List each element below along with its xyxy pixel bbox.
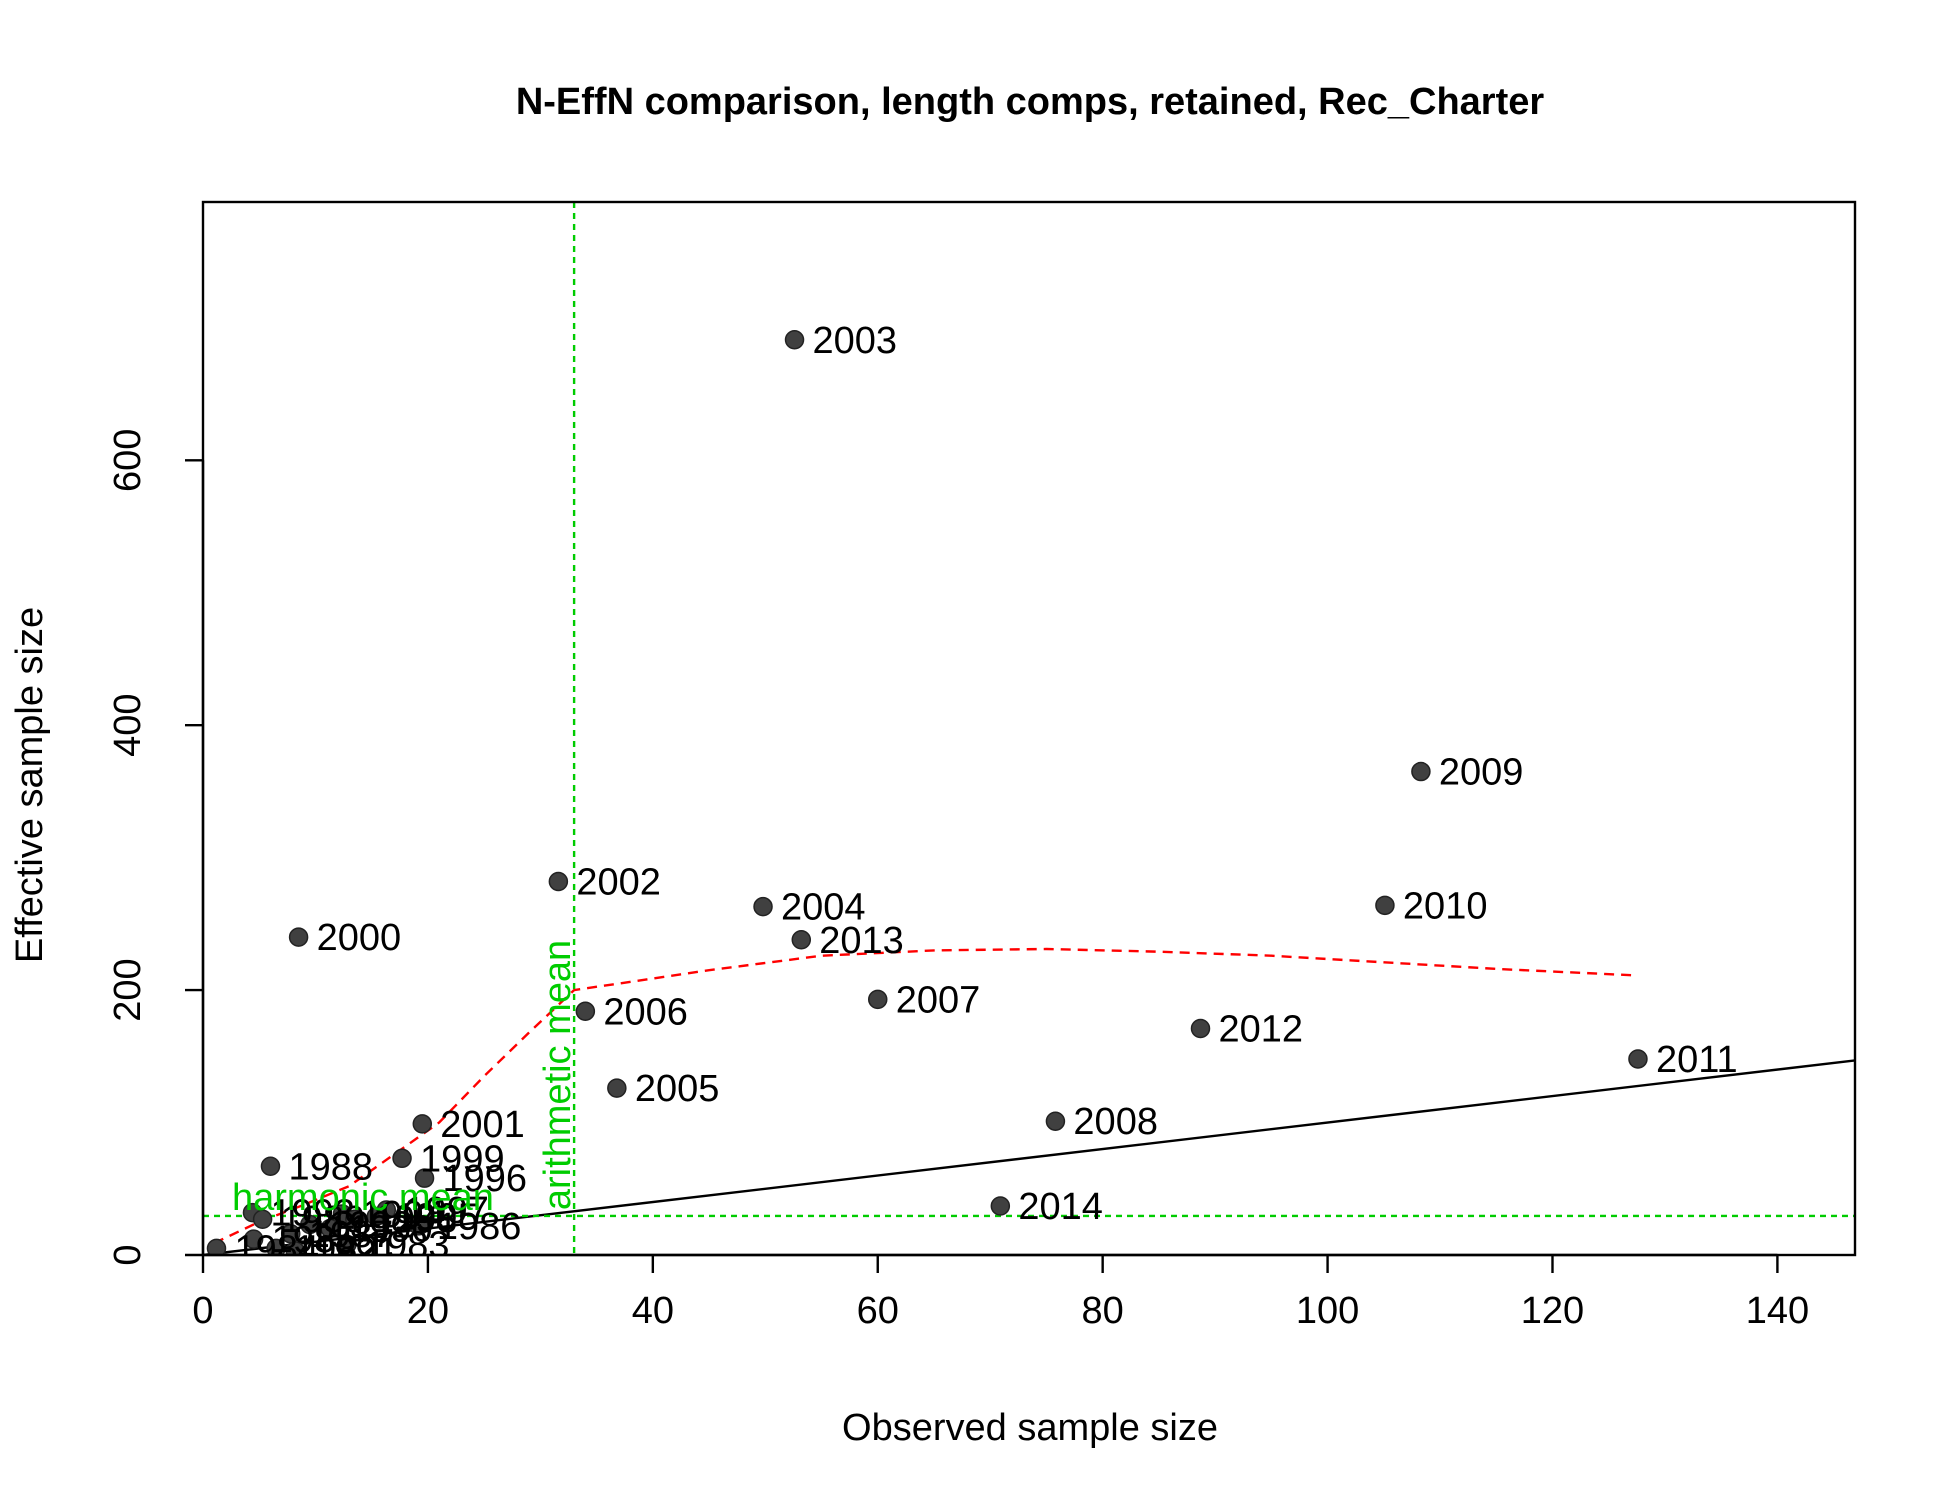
chart-title: N-EffN comparison, length comps, retaine… <box>516 81 1545 123</box>
point-label-2003: 2003 <box>813 320 898 362</box>
data-point-2008 <box>1045 1111 1066 1131</box>
point-label-2012: 2012 <box>1218 1009 1303 1051</box>
data-point-1985 <box>243 1229 264 1249</box>
point-label-2000: 2000 <box>317 917 402 959</box>
x-tick-label-140: 140 <box>1746 1290 1809 1332</box>
point-label-1982: 1982 <box>294 1228 379 1270</box>
y-axis: 0 200 400 600 <box>107 429 205 1266</box>
point-label-1993: 1993 <box>270 1193 355 1235</box>
point-label-2006: 2006 <box>603 991 688 1033</box>
point-label-2013: 2013 <box>819 920 904 962</box>
data-point-2011 <box>1628 1049 1648 1069</box>
point-label-1987: 1987 <box>309 1214 394 1256</box>
point-label-1986: 1986 <box>437 1206 522 1248</box>
x-tick-label-80: 80 <box>1082 1290 1124 1332</box>
x-tick-label-20: 20 <box>407 1290 449 1332</box>
data-point-2012 <box>1190 1018 1211 1039</box>
point-label-1994: 1994 <box>360 1194 445 1236</box>
point-label-2007: 2007 <box>896 979 981 1021</box>
data-point-2013 <box>791 930 812 950</box>
data-point-2003 <box>784 330 805 350</box>
point-label-1992: 1992 <box>328 1205 413 1247</box>
point-label-2010: 2010 <box>1403 885 1488 927</box>
point-label-1995: 1995 <box>394 1197 479 1239</box>
data-point-2007 <box>867 989 888 1010</box>
data-point-2010 <box>1375 895 1395 916</box>
data-point-1996 <box>414 1168 435 1188</box>
point-label-1985: 1985 <box>272 1219 357 1261</box>
point-label-2002: 2002 <box>576 861 661 903</box>
x-axis-title: Observed sample size <box>842 1407 1218 1449</box>
point-label-2001: 2001 <box>440 1104 525 1146</box>
x-tick-label-40: 40 <box>632 1290 674 1332</box>
point-label-1999: 1999 <box>420 1138 505 1180</box>
x-tick-label-100: 100 <box>1296 1290 1359 1332</box>
data-point-2001 <box>412 1114 433 1134</box>
data-point-1986 <box>409 1216 429 1236</box>
y-tick-label-400: 400 <box>107 693 149 756</box>
data-point-1989 <box>252 1209 273 1229</box>
smoother-line <box>213 947 1639 1245</box>
point-label-1988: 1988 <box>288 1146 373 1188</box>
point-label-2011: 2011 <box>1656 1039 1738 1081</box>
identity-line <box>203 1059 1855 1255</box>
data-point-1982 <box>266 1238 286 1255</box>
point-label-1990: 1990 <box>348 1209 433 1251</box>
data-point-2000 <box>288 927 309 947</box>
point-label-1991: 1991 <box>313 1231 398 1273</box>
x-axis: 0 20 40 60 80 100 120 140 <box>192 1253 1809 1332</box>
data-point-2009 <box>1411 761 1431 782</box>
y-axis-title: Effective sample size <box>9 607 51 963</box>
data-point-1984 <box>206 1238 227 1255</box>
point-label-1989: 1989 <box>281 1199 366 1241</box>
x-tick-label-120: 120 <box>1521 1290 1584 1332</box>
point-label-1983: 1983 <box>365 1224 450 1266</box>
y-tick-label-600: 600 <box>107 429 149 492</box>
harmonic-mean-label: harmonic mean <box>232 1177 494 1219</box>
plot-inner: 2003 2009 2002 2010 2004 2000 2013 2007 2006 2012… <box>203 202 1855 1273</box>
point-label-1984: 1984 <box>234 1228 319 1270</box>
data-point-2004 <box>753 896 773 917</box>
plot-region: 2003 2009 2002 2010 2004 2000 2013 2007 2006 2012… <box>201 200 1857 1273</box>
plot-frame <box>201 200 1857 1257</box>
data-point-1998 <box>345 1209 365 1229</box>
x-tick-label-60: 60 <box>857 1290 899 1332</box>
y-tick-label-0: 0 <box>107 1244 149 1265</box>
data-point-1999 <box>392 1148 412 1169</box>
data-point-1991 <box>285 1241 305 1255</box>
data-point-2002 <box>548 871 569 892</box>
data-point-1992 <box>300 1214 320 1235</box>
x-tick-label-0: 0 <box>192 1290 213 1332</box>
data-point-1990 <box>320 1218 340 1239</box>
point-label-2009: 2009 <box>1439 752 1524 794</box>
point-label-2008: 2008 <box>1073 1101 1158 1143</box>
data-point-1988 <box>260 1156 281 1177</box>
data-point-2005 <box>607 1078 627 1098</box>
point-label-1996: 1996 <box>443 1158 528 1200</box>
data-point-2006 <box>575 1001 596 1022</box>
data-point-1997 <box>376 1200 397 1220</box>
point-label-1997: 1997 <box>404 1190 489 1232</box>
y-tick-label-200: 200 <box>107 958 149 1021</box>
data-point-1983 <box>337 1234 357 1255</box>
arithmetic-mean-label: arithmetic mean <box>537 940 579 1210</box>
point-label-2014: 2014 <box>1018 1186 1103 1228</box>
point-label-2005: 2005 <box>635 1068 720 1110</box>
data-point-2014 <box>990 1196 1011 1216</box>
point-label-1998: 1998 <box>373 1199 458 1241</box>
point-label-2004: 2004 <box>781 887 866 929</box>
